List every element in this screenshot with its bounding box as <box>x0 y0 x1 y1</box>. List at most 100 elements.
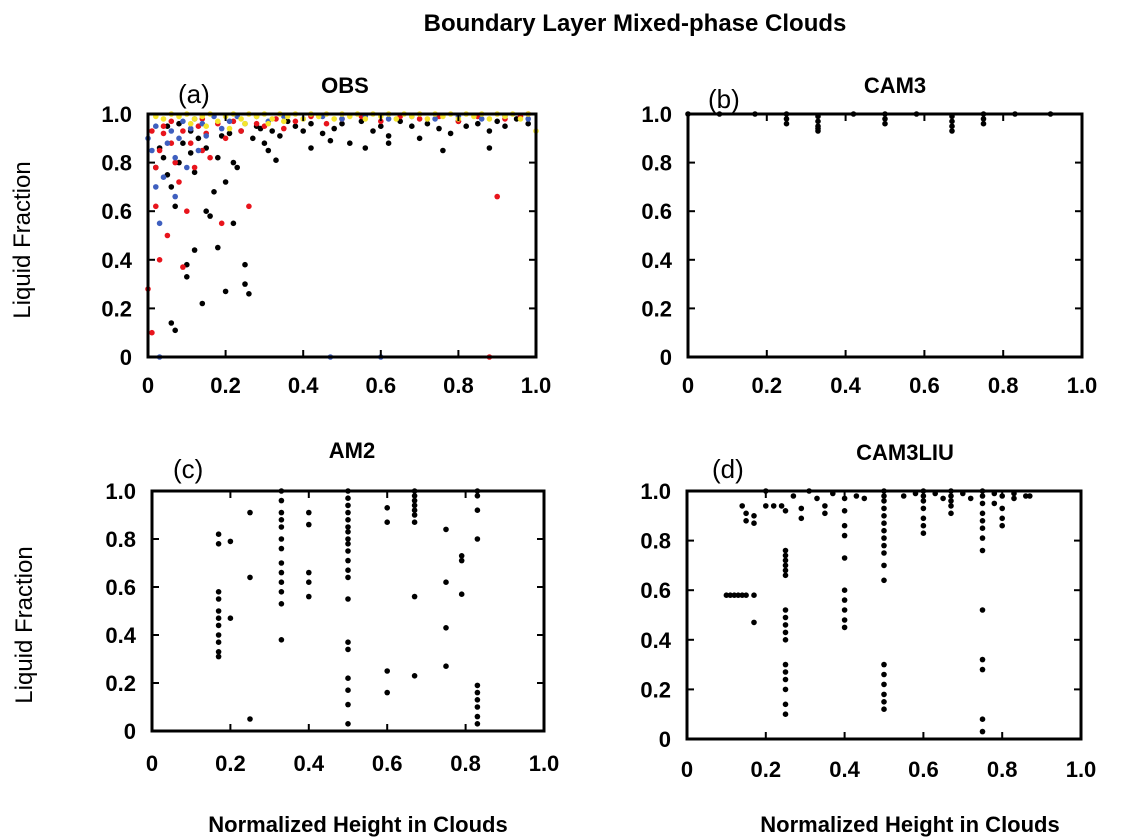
data-point <box>393 116 400 122</box>
data-point <box>160 174 167 180</box>
x-tick-label: 0.8 <box>988 373 1019 398</box>
series-1 <box>153 116 531 334</box>
data-point <box>853 493 860 499</box>
data-point <box>199 300 206 307</box>
data-point <box>881 527 887 534</box>
panel-letter: (a) <box>178 79 210 109</box>
data-point <box>494 118 501 125</box>
data-point <box>494 193 501 200</box>
data-point <box>979 728 986 735</box>
data-point <box>278 579 285 585</box>
chart-panel-2: CAM3 (b) 0 0.2 0.4 0.6 0.8 1.0 0 0.2 0.4 0.6 0.8 1.0 <box>641 73 1097 398</box>
data-point <box>739 592 745 598</box>
data-point <box>184 208 190 214</box>
data-point <box>751 592 757 598</box>
data-point <box>265 120 272 127</box>
data-point <box>160 130 167 137</box>
data-point <box>242 120 248 127</box>
data-point <box>743 518 749 524</box>
x-tick-label: 0 <box>681 757 693 782</box>
x-tick-label: 1.0 <box>1067 373 1098 398</box>
data-point <box>782 622 789 628</box>
data-point <box>751 520 757 526</box>
data-point <box>979 500 986 507</box>
data-point <box>881 498 887 504</box>
data-point <box>841 522 848 529</box>
data-point <box>278 569 285 576</box>
data-point <box>751 619 757 626</box>
data-point <box>149 147 155 154</box>
data-point <box>278 560 285 566</box>
x-tick-label: 0 <box>142 373 154 398</box>
y-tick-label: 0.2 <box>640 677 671 702</box>
y-tick-label: 0.2 <box>101 296 132 321</box>
data-point <box>149 128 155 134</box>
data-point <box>339 116 345 122</box>
data-point <box>474 689 481 696</box>
data-point <box>345 701 351 708</box>
data-point <box>841 617 848 623</box>
data-point <box>345 509 351 516</box>
data-point <box>782 552 789 559</box>
data-point <box>881 520 887 526</box>
y-tick-label: 0.4 <box>641 248 672 273</box>
data-point <box>261 140 268 146</box>
data-point <box>411 519 418 525</box>
chart-panel-4: CAM3LIU (d) 0 0.2 0.4 0.6 0.8 1.0 0 0.2 0.4 0.6 0.8 1… <box>640 440 1096 782</box>
data-point <box>949 128 955 134</box>
data-point <box>949 118 955 125</box>
data-point <box>187 140 194 146</box>
plot-frame <box>685 489 1083 741</box>
data-point <box>443 579 449 585</box>
data-point <box>443 625 449 631</box>
data-point <box>278 509 285 516</box>
data-point <box>207 213 213 219</box>
data-point <box>187 125 194 132</box>
y-tick-label: 0.8 <box>640 529 671 554</box>
data-point <box>215 118 221 125</box>
data-point <box>306 521 312 528</box>
x-tick-label: 1.0 <box>529 751 560 776</box>
y-tick-label: 1.0 <box>101 102 132 127</box>
data-point <box>156 220 163 227</box>
data-point <box>486 116 493 122</box>
data-point <box>345 548 351 554</box>
data-point <box>979 518 986 524</box>
data-point <box>191 247 198 253</box>
data-point <box>247 509 253 516</box>
data-point <box>739 503 745 509</box>
data-point <box>881 691 887 698</box>
data-point <box>160 116 167 122</box>
data-point <box>222 135 229 142</box>
data-point <box>327 137 334 144</box>
data-point <box>443 663 449 669</box>
data-point <box>345 639 351 645</box>
y-tick-label: 0.8 <box>105 527 136 552</box>
x-tick-label: 0.6 <box>908 757 939 782</box>
data-points <box>723 488 1033 735</box>
data-point <box>242 261 248 268</box>
y-tick-label: 0.4 <box>105 623 136 648</box>
plot-frame <box>150 489 546 733</box>
data-point <box>281 125 287 132</box>
data-point <box>153 184 159 190</box>
y-tick-label: 0 <box>659 727 671 752</box>
data-point <box>306 509 312 516</box>
data-point <box>308 145 314 151</box>
data-point <box>215 244 221 251</box>
series-1 <box>723 488 1033 735</box>
data-point <box>278 637 285 643</box>
data-point <box>278 497 285 504</box>
data-point <box>782 701 789 708</box>
y-tick-label: 0 <box>120 345 132 370</box>
data-point <box>474 536 481 542</box>
data-point <box>345 517 351 523</box>
data-point <box>881 577 887 584</box>
data-point <box>345 557 351 564</box>
data-point <box>790 493 797 499</box>
data-point <box>149 329 155 336</box>
y-tick-label: 0.6 <box>640 578 671 603</box>
data-point <box>180 140 186 146</box>
data-point <box>782 686 789 693</box>
data-point <box>172 193 178 200</box>
